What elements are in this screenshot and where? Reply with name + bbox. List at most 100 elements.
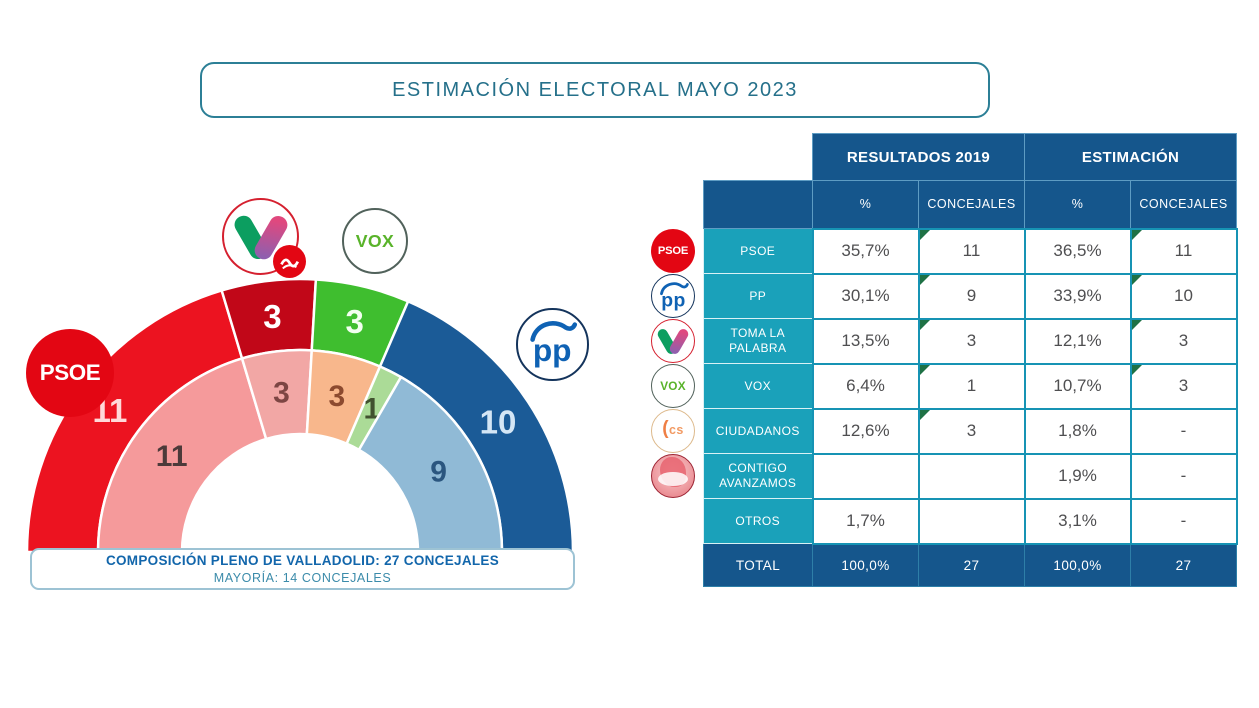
- pp-logo: pp: [651, 274, 695, 318]
- comment-marker-icon: [919, 229, 930, 240]
- value-cell: 30,1%: [811, 272, 920, 320]
- vox-logo: VOX: [342, 208, 408, 274]
- value-cell: 10,7%: [1023, 362, 1132, 410]
- group-header-estimacion: ESTIMACIÓN: [1023, 133, 1238, 181]
- comment-marker-icon: [1131, 364, 1142, 375]
- table-group-header-row: RESULTADOS 2019 ESTIMACIÓN: [704, 133, 1238, 181]
- party-name: VOX: [744, 378, 772, 393]
- seat-segment-inner: [96, 356, 268, 554]
- value-cell: -: [1129, 452, 1238, 500]
- psoe-logo-text: PSOE: [39, 360, 101, 385]
- total-value-cell: 100,0%: [812, 543, 919, 587]
- group-header-resultados-2019: RESULTADOS 2019: [812, 133, 1025, 181]
- table-total-row: TOTAL 100,0% 27 100,0% 27: [703, 543, 1238, 587]
- seat-count-label: 3: [263, 298, 281, 335]
- value-cell: 13,5%: [811, 317, 920, 365]
- value-cell: 11: [1129, 227, 1238, 275]
- table-row: pp PP 30,1% 9 33,9% 10: [651, 272, 1238, 320]
- value-cell: 1,7%: [811, 497, 920, 545]
- chart-caption-subtitle: MAYORÍA: 14 CONCEJALES: [213, 570, 392, 585]
- ca-logo: [651, 454, 695, 498]
- party-name-cell: TOMA LA PALABRA: [651, 318, 813, 364]
- value-cell: 10: [1129, 272, 1238, 320]
- value-cell: 1,8%: [1023, 407, 1132, 455]
- total-value-cell: 100,0%: [1024, 543, 1131, 587]
- comment-marker-icon: [919, 319, 930, 330]
- vox-logo-text: VOX: [355, 230, 395, 251]
- value-cell: 36,5%: [1023, 227, 1132, 275]
- value-cell: 11: [917, 227, 1026, 275]
- table-corner-cell: [704, 134, 813, 181]
- value-cell: 3: [917, 407, 1026, 455]
- tlp-logo: [651, 319, 695, 363]
- table-row: TOMA LA PALABRA 13,5% 3 12,1% 3: [651, 317, 1238, 365]
- table-sub-header-row: % CONCEJALES % CONCEJALES: [703, 180, 1238, 229]
- value-cell: 3: [917, 317, 1026, 365]
- results-table-region: RESULTADOS 2019 ESTIMACIÓN % CONCEJALES …: [651, 133, 1238, 587]
- table-row: VOX VOX 6,4% 1 10,7% 3: [651, 362, 1238, 410]
- vox-logo: VOX: [651, 364, 695, 408]
- value-cell: [917, 452, 1026, 500]
- party-name-cell: PSOE PSOE: [651, 228, 813, 274]
- party-name: OTROS: [735, 513, 781, 528]
- comment-marker-icon: [919, 274, 930, 285]
- chart-caption-title: COMPOSICIÓN PLENO DE VALLADOLID: 27 CONC…: [105, 553, 500, 569]
- pp-logo-glyph: pp: [530, 321, 578, 368]
- seat-count-label: 10: [480, 403, 517, 440]
- party-name-cell: VOX VOX: [651, 363, 813, 409]
- iu-logo: [272, 245, 306, 279]
- party-name-cell: CONTIGO AVANZAMOS: [651, 453, 813, 499]
- seat-count-label: 3: [273, 377, 290, 410]
- title-box: ESTIMACIÓN ELECTORAL MAYO 2023: [200, 62, 990, 118]
- results-table: RESULTADOS 2019 ESTIMACIÓN % CONCEJALES …: [651, 133, 1238, 587]
- pp-logo: pp: [516, 308, 589, 381]
- seat-count-label: 11: [156, 440, 188, 473]
- party-name: PSOE: [740, 243, 776, 258]
- value-cell: 12,6%: [811, 407, 920, 455]
- party-name-cell: (cs CIUDADANOS: [651, 408, 813, 454]
- sub-header-empty: [703, 180, 813, 229]
- value-cell: -: [1129, 407, 1238, 455]
- party-name-cell: OTROS: [703, 498, 813, 544]
- table-row: CONTIGO AVANZAMOS 1,9% -: [651, 452, 1238, 500]
- comment-marker-icon: [919, 364, 930, 375]
- sub-header-concejales-estimacion: CONCEJALES: [1129, 180, 1238, 229]
- value-cell: 35,7%: [811, 227, 920, 275]
- value-cell: 9: [917, 272, 1026, 320]
- value-cell: 6,4%: [811, 362, 920, 410]
- party-name-cell: pp PP: [651, 273, 813, 319]
- value-cell: -: [1129, 497, 1238, 545]
- value-cell: 3,1%: [1023, 497, 1132, 545]
- seat-count-label: 9: [430, 456, 447, 489]
- comment-marker-icon: [1131, 274, 1142, 285]
- party-name: PP: [749, 288, 767, 303]
- seat-count-label: 1: [363, 393, 380, 426]
- seat-count-label: 3: [345, 303, 363, 340]
- comment-marker-icon: [919, 409, 930, 420]
- value-cell: 12,1%: [1023, 317, 1132, 365]
- value-cell: 3: [1129, 317, 1238, 365]
- table-row: OTROS 1,7% 3,1% -: [703, 497, 1238, 545]
- sub-header-pct-2019: %: [812, 180, 919, 229]
- comment-marker-icon: [1131, 229, 1142, 240]
- total-label-cell: TOTAL: [703, 543, 813, 587]
- value-cell: 3: [1129, 362, 1238, 410]
- psoe-logo: PSOE: [26, 329, 114, 417]
- party-name: CIUDADANOS: [715, 423, 800, 438]
- value-cell: [917, 497, 1026, 545]
- value-cell: 33,9%: [1023, 272, 1132, 320]
- comment-marker-icon: [1131, 319, 1142, 330]
- value-cell: 1: [917, 362, 1026, 410]
- chart-caption: COMPOSICIÓN PLENO DE VALLADOLID: 27 CONC…: [30, 548, 575, 590]
- seat-count-label: 3: [329, 380, 346, 413]
- cs-logo: (cs: [651, 409, 695, 453]
- sub-header-concejales-2019: CONCEJALES: [918, 180, 1025, 229]
- svg-text:pp: pp: [661, 289, 685, 311]
- psoe-logo: PSOE: [651, 229, 695, 273]
- value-cell: [811, 452, 920, 500]
- toma-la-palabra-logo: [222, 198, 306, 279]
- party-name: CONTIGO AVANZAMOS: [719, 461, 797, 490]
- table-row: PSOE PSOE 35,7% 11 36,5% 11: [651, 227, 1238, 275]
